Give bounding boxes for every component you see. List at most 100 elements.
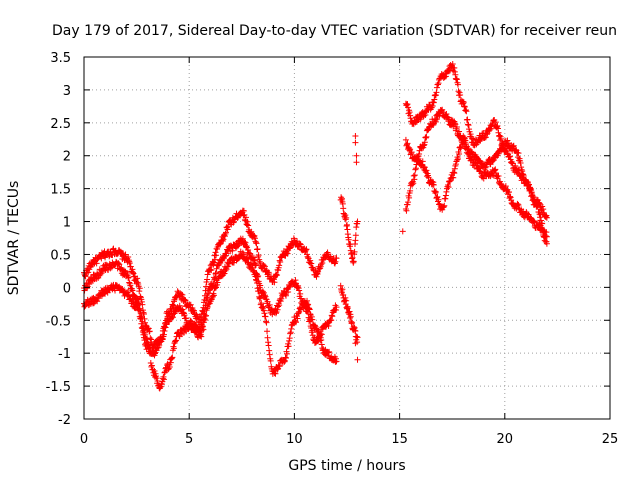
data-point bbox=[140, 331, 147, 338]
data-point bbox=[304, 305, 311, 312]
data-point bbox=[247, 250, 254, 257]
data-point bbox=[460, 99, 467, 106]
data-point bbox=[276, 262, 283, 269]
data-point bbox=[515, 150, 522, 157]
data-point bbox=[254, 273, 261, 280]
data-point bbox=[453, 76, 460, 83]
data-point bbox=[119, 286, 126, 293]
data-point bbox=[351, 248, 358, 255]
data-point bbox=[125, 274, 132, 281]
data-point bbox=[472, 159, 479, 166]
data-point bbox=[506, 153, 513, 160]
data-point bbox=[286, 335, 293, 342]
data-point bbox=[271, 370, 278, 377]
data-point bbox=[277, 258, 284, 265]
y-tick-label: 0.5 bbox=[50, 248, 71, 263]
data-point bbox=[160, 331, 167, 338]
data-point bbox=[149, 366, 156, 373]
data-point bbox=[213, 270, 220, 277]
data-point bbox=[294, 284, 301, 291]
data-point bbox=[491, 167, 498, 174]
data-point bbox=[453, 156, 460, 163]
data-point bbox=[543, 240, 550, 247]
data-point bbox=[251, 257, 258, 264]
data-point bbox=[354, 334, 361, 341]
data-point bbox=[256, 295, 263, 302]
data-point bbox=[297, 241, 304, 248]
data-point bbox=[425, 126, 432, 133]
x-tick-label: 10 bbox=[286, 432, 303, 447]
data-point bbox=[204, 276, 211, 283]
data-point bbox=[537, 211, 544, 218]
data-point bbox=[136, 307, 143, 314]
data-point bbox=[148, 363, 155, 370]
data-point bbox=[234, 214, 241, 221]
data-point bbox=[404, 140, 411, 147]
data-point bbox=[433, 89, 440, 96]
data-point bbox=[432, 190, 439, 197]
data-point bbox=[262, 313, 269, 320]
data-point bbox=[178, 291, 185, 298]
data-point bbox=[297, 240, 304, 247]
data-point bbox=[432, 188, 439, 195]
data-point bbox=[434, 193, 441, 200]
data-point bbox=[125, 254, 132, 261]
data-point bbox=[520, 172, 527, 179]
data-point bbox=[190, 307, 197, 314]
data-point bbox=[431, 96, 438, 103]
data-point bbox=[220, 236, 227, 243]
data-point bbox=[518, 164, 525, 171]
data-point bbox=[134, 302, 141, 309]
data-point bbox=[168, 355, 175, 362]
data-point bbox=[221, 270, 228, 277]
data-point bbox=[332, 355, 339, 362]
data-point bbox=[198, 322, 205, 329]
data-point bbox=[409, 181, 416, 188]
data-point bbox=[349, 319, 356, 326]
data-point bbox=[258, 300, 265, 307]
data-point bbox=[454, 155, 461, 162]
data-point bbox=[508, 159, 515, 166]
data-point bbox=[502, 183, 509, 190]
data-point bbox=[129, 297, 136, 304]
y-tick-label: -0.5 bbox=[46, 314, 71, 329]
data-point bbox=[266, 301, 273, 308]
data-point bbox=[483, 131, 490, 138]
data-point bbox=[494, 125, 501, 132]
data-point bbox=[139, 325, 146, 332]
data-point bbox=[225, 223, 232, 230]
data-point bbox=[318, 341, 325, 348]
data-point bbox=[135, 306, 142, 313]
data-point bbox=[211, 256, 218, 263]
data-point bbox=[411, 172, 418, 179]
data-point bbox=[154, 378, 161, 385]
data-point bbox=[410, 180, 417, 187]
data-point bbox=[306, 316, 313, 323]
data-point bbox=[520, 208, 527, 215]
data-point bbox=[241, 238, 248, 245]
data-point bbox=[253, 261, 260, 268]
data-point bbox=[287, 329, 294, 336]
data-point bbox=[266, 347, 273, 354]
data-point bbox=[423, 173, 430, 180]
data-point bbox=[498, 135, 505, 142]
data-point bbox=[187, 317, 194, 324]
x-tick-label: 20 bbox=[497, 432, 514, 447]
data-point bbox=[272, 310, 279, 317]
data-point bbox=[423, 167, 430, 174]
data-point bbox=[94, 298, 101, 305]
y-tick-label: 1 bbox=[63, 216, 71, 231]
data-point bbox=[432, 118, 439, 125]
data-point bbox=[422, 134, 429, 141]
data-point bbox=[447, 178, 454, 185]
data-point bbox=[352, 139, 359, 146]
data-point bbox=[230, 219, 237, 226]
data-point bbox=[129, 269, 136, 276]
x-tick-label: 0 bbox=[80, 432, 88, 447]
data-point bbox=[115, 259, 122, 266]
data-point bbox=[253, 240, 260, 247]
data-point bbox=[423, 133, 430, 140]
data-point bbox=[264, 298, 271, 305]
data-point bbox=[197, 329, 204, 336]
y-tick-label: 2.5 bbox=[50, 117, 71, 132]
